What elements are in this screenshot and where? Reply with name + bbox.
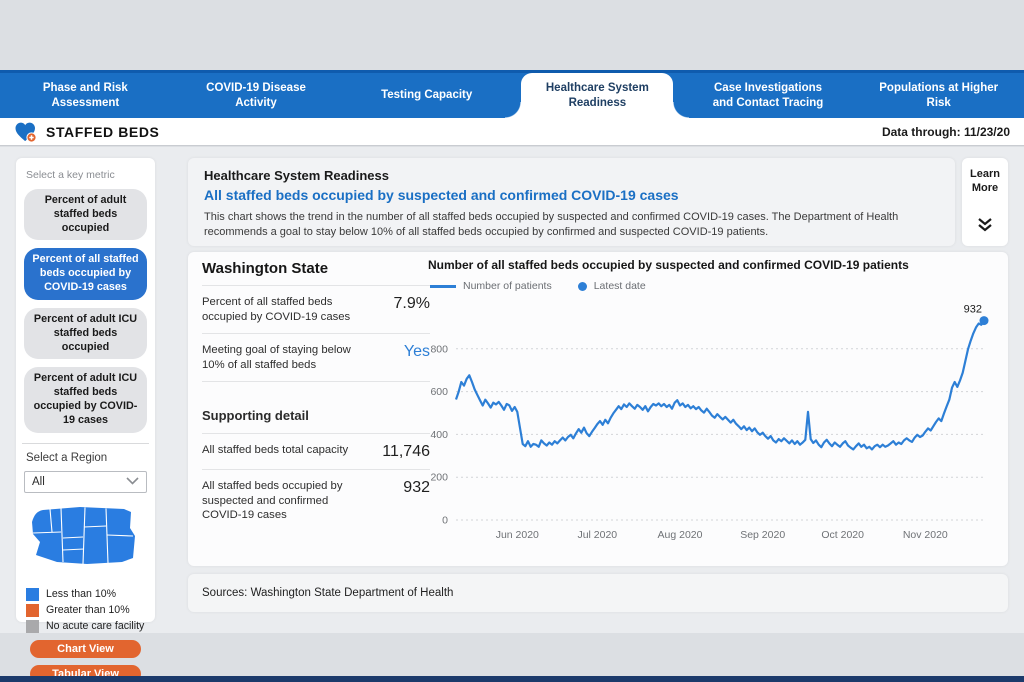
chart-view-button[interactable]: Chart View	[30, 639, 141, 658]
bottom-accent-bar	[0, 676, 1024, 682]
sources-text: Sources: Washington State Department of …	[202, 587, 454, 599]
tab-case-investigations[interactable]: Case Investigations and Contact Tracing	[712, 81, 824, 109]
svg-text:Nov 2020: Nov 2020	[903, 529, 948, 541]
stat-value-total-capacity: 11,746	[382, 442, 430, 460]
metric-section-label: Select a key metric	[26, 169, 115, 181]
tab-healthcare-readiness[interactable]: Healthcare System Readiness	[505, 73, 690, 118]
legend-item-less-than-10: Less than 10%	[26, 587, 147, 601]
svg-text:200: 200	[430, 472, 448, 484]
trend-line-chart: 0 200 400 600 800 Jun 2020 Jul 2020 Aug 2020 Sep…	[430, 304, 989, 541]
page-title: STAFFED BEDS	[46, 123, 160, 140]
sources-panel: Sources: Washington State Department of …	[188, 574, 1008, 612]
chart-legend: Number of patients Latest date	[430, 280, 646, 292]
svg-text:0: 0	[442, 515, 448, 527]
legend-item-no-facility: No acute care facility	[26, 619, 147, 633]
region-section-label: Select a Region	[26, 451, 108, 464]
sidebar-divider	[22, 442, 149, 444]
title-band: STAFFED BEDS Data through: 11/23/20	[0, 118, 1024, 146]
svg-text:600: 600	[430, 386, 448, 398]
learn-more-label: Learn More	[970, 168, 1000, 195]
metric-description: This chart shows the trend in the number…	[204, 211, 899, 238]
svg-text:Sep 2020: Sep 2020	[740, 529, 785, 541]
stat-value-meeting-goal: Yes	[403, 342, 430, 360]
chevron-down-icon	[126, 476, 139, 488]
legend-item-greater-than-10: Greater than 10%	[26, 603, 147, 617]
legend-swatch-orange	[26, 603, 39, 617]
washington-region-map[interactable]	[25, 505, 147, 580]
svg-text:Jun 2020: Jun 2020	[496, 529, 539, 541]
stat-row-total-capacity: All staffed beds total capacity 11,746	[202, 432, 430, 470]
svg-text:800: 800	[430, 343, 448, 355]
region-select[interactable]: All	[24, 470, 147, 493]
legend-line-swatch	[430, 284, 456, 288]
heart-plus-icon	[14, 121, 38, 143]
stat-value-percent: 7.9%	[393, 295, 430, 312]
tab-populations-higher-risk[interactable]: Populations at Higher Risk	[879, 81, 999, 109]
learn-more-panel: Learn More	[962, 158, 1008, 246]
stat-value-occupied-covid: 932	[403, 478, 430, 496]
svg-text:Jul 2020: Jul 2020	[577, 529, 617, 541]
tab-disease-activity[interactable]: COVID-19 Disease Activity	[206, 81, 306, 109]
region-select-value: All	[32, 475, 45, 488]
svg-text:932: 932	[964, 304, 982, 316]
expand-chevrons-icon[interactable]	[976, 217, 994, 238]
chart-title: Number of all staffed beds occupied by s…	[428, 258, 909, 272]
metric-adult-icu-beds-covid[interactable]: Percent of adult ICU staffed beds occupi…	[24, 367, 147, 433]
metric-subtitle: All staffed beds occupied by suspected a…	[204, 187, 679, 203]
svg-text:Aug 2020: Aug 2020	[658, 529, 703, 541]
legend-swatch-blue	[26, 587, 39, 601]
chart-panel: Washington State Percent of all staffed …	[188, 252, 1008, 566]
section-title: Healthcare System Readiness	[204, 168, 389, 183]
description-panel: Healthcare System Readiness All staffed …	[188, 158, 955, 246]
metric-adult-icu-beds[interactable]: Percent of adult ICU staffed beds occupi…	[24, 307, 147, 360]
svg-text:Oct 2020: Oct 2020	[821, 529, 864, 541]
svg-text:400: 400	[430, 429, 448, 441]
tab-phase-risk[interactable]: Phase and Risk Assessment	[42, 81, 128, 109]
legend-dot-swatch	[577, 281, 587, 291]
supporting-detail-title: Supporting detail	[202, 407, 309, 423]
tab-testing-capacity[interactable]: Testing Capacity	[381, 89, 473, 102]
data-through-label: Data through: 11/23/20	[881, 124, 1010, 139]
region-title: Washington State	[202, 256, 430, 286]
sidebar: Select a key metric Percent of adult sta…	[16, 158, 155, 682]
top-nav: Phase and Risk Assessment COVID-19 Disea…	[0, 70, 1024, 118]
stat-row-percent-occupied: Percent of all staffed beds occupied by …	[202, 286, 430, 334]
legend-swatch-gray	[26, 619, 39, 633]
stat-row-meeting-goal: Meeting goal of staying below 10% of all…	[202, 334, 430, 382]
metric-all-staffed-beds-covid[interactable]: Percent of all staffed beds occupied by …	[24, 248, 147, 300]
stats-panel: Washington State Percent of all staffed …	[202, 256, 430, 531]
metric-adult-staffed-beds[interactable]: Percent of adult staffed beds occupied	[24, 189, 147, 241]
stat-row-occupied-covid: All staffed beds occupied by suspected a…	[202, 478, 430, 522]
